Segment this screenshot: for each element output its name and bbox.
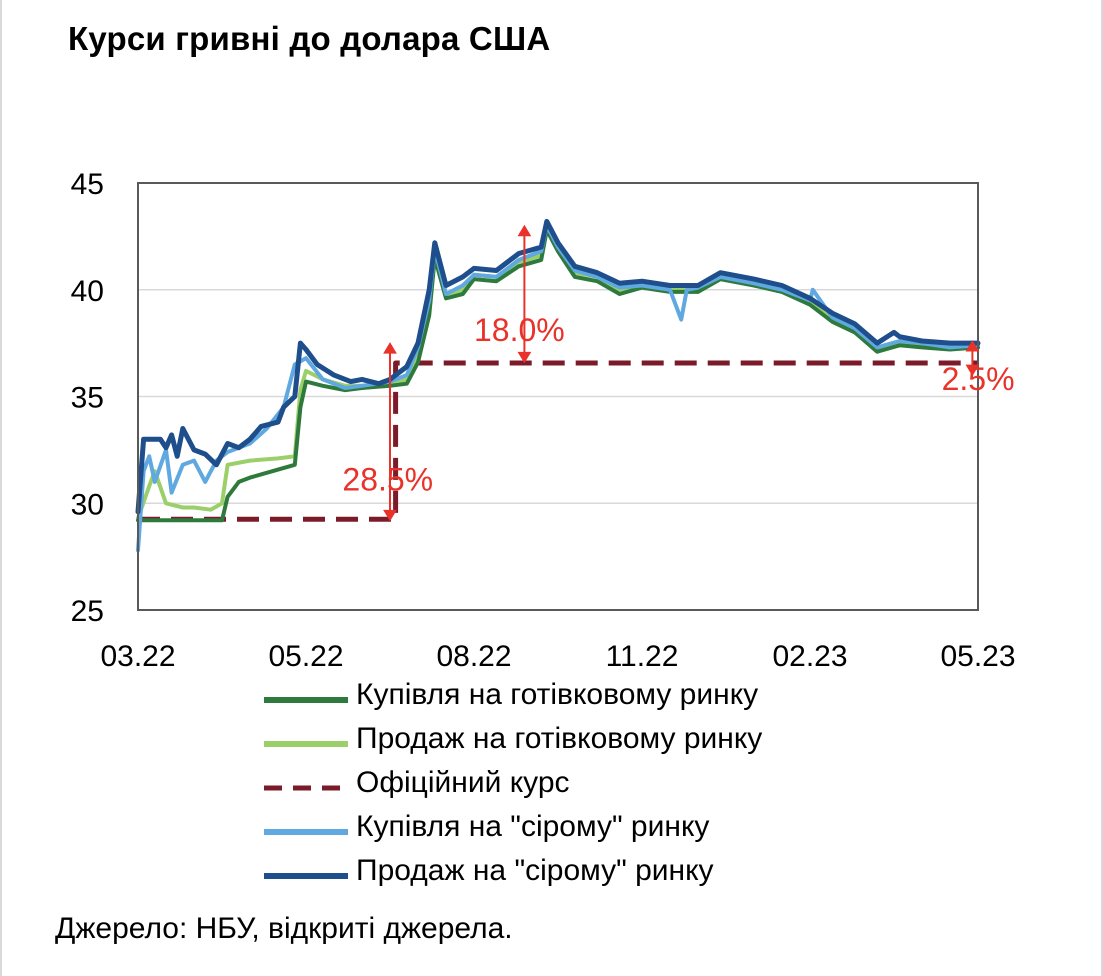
series-line <box>136 223 980 553</box>
y-tick-label: 30 <box>71 488 104 521</box>
legend-label: Купівля на "сірому" ринку <box>356 810 710 843</box>
x-tick-label: 08.22 <box>436 640 511 673</box>
legend-swatch <box>264 873 348 879</box>
legend-label: Продаж на готівковому ринку <box>356 722 763 755</box>
legend-swatch <box>264 741 348 747</box>
plot-area-border <box>137 182 979 611</box>
x-tick-label: 02.23 <box>772 640 847 673</box>
series-line <box>136 228 980 523</box>
annotation-arrowhead <box>517 224 532 237</box>
legend-swatch <box>264 829 348 835</box>
x-tick-label: 03.22 <box>100 640 175 673</box>
x-tick-label: 05.22 <box>268 640 343 673</box>
legend-swatch <box>264 697 348 703</box>
legend-swatch <box>264 785 348 791</box>
x-tick-label: 05.23 <box>940 640 1015 673</box>
line-chart: 25 30 35 40 45 03.22 05.22 08.22 11.22 02.23 05.23… <box>71 168 1016 673</box>
legend-label: Купівля на готівковому ринку <box>356 678 759 711</box>
annotation-arrowhead <box>383 342 397 354</box>
source-note: Джерело: НБУ, відкриті джерела. <box>55 912 513 945</box>
y-tick-label: 45 <box>71 168 104 201</box>
right-border <box>1101 0 1103 976</box>
annotation-arrowhead <box>965 340 980 352</box>
chart-title: Курси гривні до долара США <box>68 20 551 57</box>
annotation-arrowhead <box>383 509 397 522</box>
legend-item: Купівля на готівковому ринку <box>262 676 902 720</box>
y-tick-label: 35 <box>71 382 104 415</box>
x-tick-label: 11.22 <box>606 640 679 673</box>
legend-item: Продаж на "сірому" ринку <box>262 852 902 896</box>
y-tick-label: 40 <box>71 275 104 308</box>
left-border <box>0 0 2 976</box>
legend-label: Офіційний курс <box>356 766 570 799</box>
legend-item: Купівля на "сірому" ринку <box>262 808 902 852</box>
annotation-label: 18.0% <box>474 312 565 348</box>
annotation-label: 28.5% <box>342 461 433 497</box>
annotation-arrowhead <box>517 351 532 364</box>
chart-legend: Купівля на готівковому ринку Продаж на го… <box>262 676 902 896</box>
series-line <box>138 360 978 522</box>
legend-item: Продаж на готівковому ринку <box>262 720 902 764</box>
annotation-label: 2.5% <box>942 361 1015 397</box>
y-tick-label: 25 <box>71 595 104 628</box>
legend-item: Офіційний курс <box>262 764 902 808</box>
legend-label: Продаж на "сірому" ринку <box>356 854 714 887</box>
annotation-arrowhead <box>965 364 980 377</box>
series-line <box>135 218 981 515</box>
